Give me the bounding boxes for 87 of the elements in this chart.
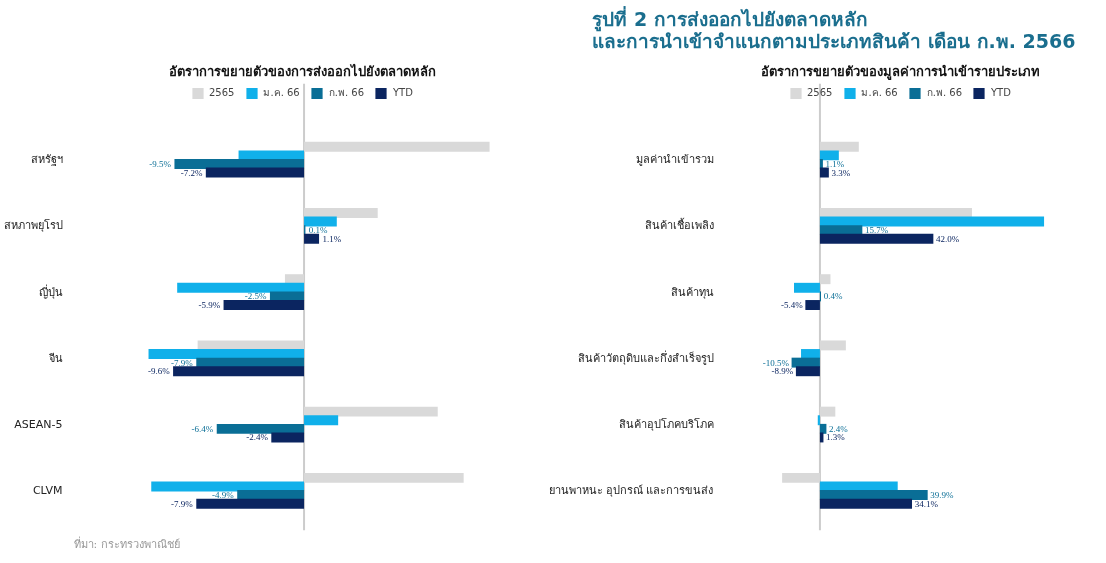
bar <box>173 366 305 377</box>
data-label: 3.3% <box>831 167 851 178</box>
bar <box>304 141 490 152</box>
bar <box>819 158 823 169</box>
y-tick-label: ยานพาหนะ อุปกรณ์ และการขนส่ง <box>548 484 714 498</box>
bar <box>205 167 305 178</box>
legend-label: ก.พ. 66 <box>926 86 962 100</box>
bar <box>216 423 305 434</box>
data-label: 34.1% <box>914 498 939 509</box>
bar <box>805 300 820 310</box>
bar <box>819 233 934 244</box>
y-tick-label: ASEAN-5 <box>14 418 63 432</box>
bar <box>304 208 378 218</box>
legend-label: 2565 <box>807 87 833 98</box>
data-label: 15.7% <box>864 225 889 236</box>
y-tick-label: จีน <box>47 351 63 365</box>
bar <box>148 349 305 359</box>
bar <box>269 291 305 302</box>
data-label: -10.5% <box>762 357 790 368</box>
data-label: 2.4% <box>829 423 849 434</box>
legend-label: ม.ค. 66 <box>861 86 898 100</box>
chart-title: อัตราการขยายตัวของการส่งออกไปยังตลาดหลัก <box>168 62 436 79</box>
legend-label: YTD <box>990 87 1011 98</box>
bar <box>304 472 464 483</box>
data-label: -5.9% <box>198 300 221 311</box>
y-tick-label: สหรัฐฯ <box>30 153 63 167</box>
bar <box>819 216 1045 227</box>
y-tick-label: CLVM <box>32 484 63 498</box>
data-label: -7.2% <box>180 167 203 178</box>
y-tick-label: สหภาพยุโรป <box>3 218 63 233</box>
bar <box>196 498 305 509</box>
data-label: 1.3% <box>826 432 846 443</box>
data-label: -7.9% <box>171 498 194 509</box>
bar <box>817 415 820 426</box>
legend-label: ม.ค. 66 <box>263 86 300 100</box>
data-label: -7.9% <box>171 357 194 368</box>
data-label: 42.0% <box>935 233 960 244</box>
bar <box>174 158 305 169</box>
data-label: -5.4% <box>780 300 804 311</box>
text: ที่มา: กระทรวงพาณิชย์ <box>73 535 180 551</box>
bar <box>801 349 820 359</box>
y-tick-label: ญี่ปุ่น <box>38 283 63 299</box>
bar <box>782 472 820 483</box>
bar <box>794 282 820 293</box>
legend-label: YTD <box>392 87 413 98</box>
bar <box>304 406 438 417</box>
bar <box>819 406 836 417</box>
bar <box>223 300 305 310</box>
data-label: 1.1% <box>322 233 342 244</box>
bar <box>304 233 320 244</box>
bar <box>177 282 305 293</box>
bar <box>819 274 831 285</box>
bar <box>271 432 305 443</box>
y-tick-label: สินค้าวัตถุดิบและกึ่งสำเร็จรูป <box>577 349 714 365</box>
data-label: -8.9% <box>771 366 794 377</box>
bar <box>819 150 839 161</box>
legend-label: 2565 <box>209 87 235 98</box>
y-tick-label: สินค้าเชื้อเพลิง <box>644 217 714 233</box>
data-label: 0.4% <box>823 291 843 302</box>
data-label: -6.4% <box>191 423 214 434</box>
data-label: -2.4% <box>246 432 269 443</box>
data-label: 0.1% <box>308 225 329 236</box>
bar <box>284 274 305 285</box>
bar <box>151 481 305 492</box>
data-label: -2.5% <box>244 291 268 302</box>
bar <box>819 208 972 218</box>
bar <box>819 167 829 178</box>
data-label: -4.9% <box>212 490 235 501</box>
data-label: -9.5% <box>149 158 172 169</box>
bar <box>819 225 863 236</box>
bar <box>304 216 337 227</box>
y-tick-label: สินค้าทุน <box>670 285 714 299</box>
bar <box>795 366 820 377</box>
bar <box>237 490 305 501</box>
bar <box>819 498 913 509</box>
y-tick-label: มูลค่านำเข้ารวม <box>635 153 714 167</box>
data-label: 1.1% <box>825 158 845 169</box>
y-tick-label: สินค้าอุปโภคบริโภค <box>618 417 714 432</box>
legend-label: ก.พ. 66 <box>328 86 364 100</box>
bar <box>819 490 928 501</box>
bar <box>304 415 339 426</box>
bar <box>819 340 846 351</box>
bar <box>819 141 859 152</box>
chart-title: รูปที่ 2 การส่งออกไปยังตลาดหลัก และการนำเข้าจำแนกตามประเภทสินค้า เดือน ก.พ. 2566 <box>592 5 1076 52</box>
chart-subtitle: อัตราการขยายตัวของมูลค่าการนำเข้ารายประเภท <box>760 63 1040 80</box>
data-label: 39.9% <box>930 490 955 501</box>
data-label: -9.6% <box>147 366 171 377</box>
